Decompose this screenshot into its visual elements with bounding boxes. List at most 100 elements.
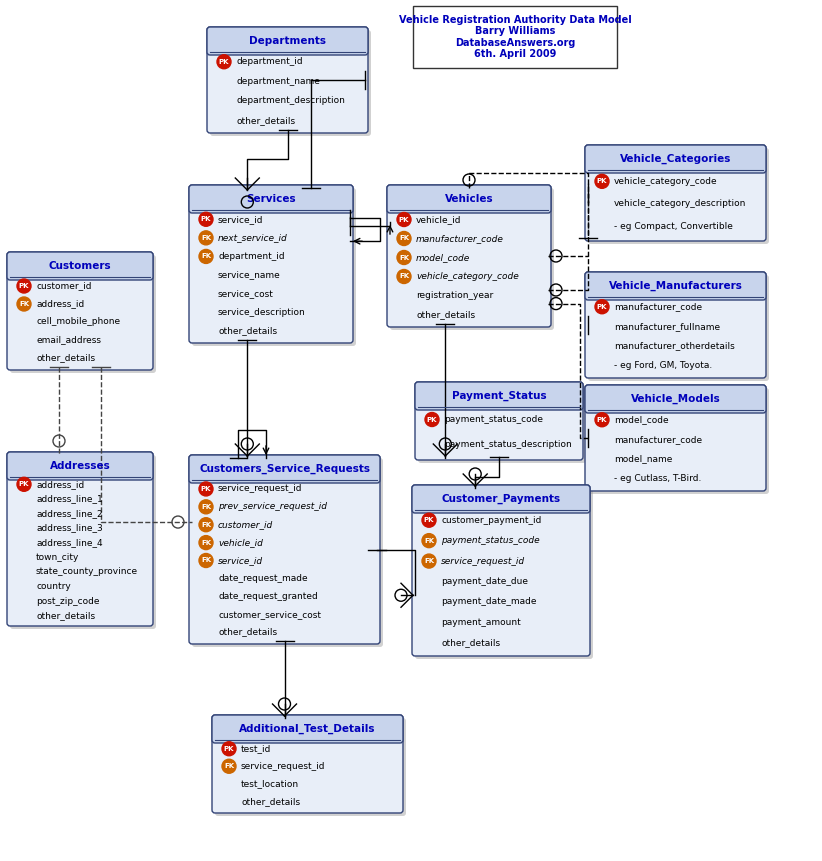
FancyBboxPatch shape: [10, 255, 156, 373]
FancyBboxPatch shape: [7, 452, 153, 626]
Text: PK: PK: [597, 304, 607, 310]
FancyBboxPatch shape: [585, 385, 766, 413]
Text: payment_status_code: payment_status_code: [441, 536, 539, 545]
Text: PK: PK: [399, 216, 409, 222]
Text: PK: PK: [597, 417, 607, 423]
Text: address_line_3: address_line_3: [36, 523, 103, 533]
Circle shape: [199, 213, 213, 226]
Text: payment_amount: payment_amount: [441, 618, 521, 627]
Text: department_name: department_name: [236, 77, 320, 86]
Circle shape: [422, 534, 436, 548]
Text: test_id: test_id: [241, 744, 271, 753]
FancyBboxPatch shape: [588, 275, 769, 381]
Text: PK: PK: [19, 481, 30, 487]
Text: PK: PK: [427, 417, 437, 423]
Text: FK: FK: [424, 537, 434, 543]
Text: email_address: email_address: [36, 336, 101, 344]
Text: FK: FK: [201, 235, 211, 241]
Text: Vehicles: Vehicles: [445, 194, 493, 204]
Text: post_zip_code: post_zip_code: [36, 597, 99, 605]
Text: address_line_1: address_line_1: [36, 494, 103, 504]
FancyBboxPatch shape: [412, 485, 590, 656]
FancyBboxPatch shape: [387, 185, 551, 213]
Text: address_id: address_id: [36, 300, 84, 308]
Text: FK: FK: [201, 253, 211, 259]
Text: address_id: address_id: [36, 480, 84, 489]
Text: FK: FK: [201, 504, 211, 510]
FancyBboxPatch shape: [189, 185, 353, 343]
Text: test_location: test_location: [241, 779, 299, 789]
Text: PK: PK: [219, 59, 229, 65]
Circle shape: [425, 412, 439, 426]
Text: Services: Services: [246, 194, 296, 204]
Text: customer_id: customer_id: [36, 282, 91, 290]
FancyBboxPatch shape: [415, 488, 593, 659]
Text: other_details: other_details: [36, 611, 95, 620]
Text: service_request_id: service_request_id: [441, 556, 525, 566]
Text: service_id: service_id: [218, 214, 264, 224]
Circle shape: [595, 412, 609, 427]
Text: department_id: department_id: [218, 252, 284, 261]
Text: PK: PK: [19, 283, 30, 289]
Text: payment_status_description: payment_status_description: [444, 440, 572, 449]
FancyBboxPatch shape: [189, 455, 380, 644]
Text: department_description: department_description: [236, 96, 345, 105]
Circle shape: [217, 55, 231, 69]
Text: Customers_Service_Requests: Customers_Service_Requests: [199, 464, 370, 474]
Text: other_details: other_details: [218, 628, 277, 636]
Text: vehicle_id: vehicle_id: [416, 215, 461, 224]
Text: model_code: model_code: [614, 415, 668, 424]
Text: PK: PK: [201, 486, 211, 492]
Text: customer_id: customer_id: [218, 520, 273, 530]
FancyBboxPatch shape: [207, 27, 368, 133]
Text: Vehicle_Categories: Vehicle_Categories: [620, 154, 732, 164]
Circle shape: [397, 232, 411, 245]
Circle shape: [222, 759, 236, 773]
Text: next_service_id: next_service_id: [218, 233, 288, 242]
Text: FK: FK: [19, 301, 29, 307]
FancyBboxPatch shape: [415, 382, 583, 460]
Circle shape: [199, 250, 213, 263]
Text: Vehicle_Manufacturers: Vehicle_Manufacturers: [608, 281, 742, 291]
Text: FK: FK: [399, 236, 409, 241]
FancyBboxPatch shape: [207, 27, 368, 55]
Text: town_city: town_city: [36, 553, 80, 561]
Circle shape: [397, 213, 411, 226]
Text: other_details: other_details: [218, 326, 277, 335]
FancyBboxPatch shape: [585, 145, 766, 173]
Text: FK: FK: [399, 255, 409, 261]
FancyBboxPatch shape: [415, 382, 583, 410]
Text: manufacturer_code: manufacturer_code: [614, 302, 702, 311]
Text: service_request_id: service_request_id: [241, 762, 326, 771]
Text: Vehicle Registration Authority Data Model
Barry Williams
DatabaseAnswers.org
6th: Vehicle Registration Authority Data Mode…: [399, 15, 631, 59]
FancyBboxPatch shape: [7, 252, 153, 280]
Text: manufacturer_fullname: manufacturer_fullname: [614, 322, 720, 331]
Text: payment_date_due: payment_date_due: [441, 577, 528, 586]
FancyBboxPatch shape: [390, 188, 554, 330]
FancyBboxPatch shape: [192, 188, 356, 346]
Text: FK: FK: [424, 558, 434, 564]
Circle shape: [199, 500, 213, 514]
Text: service_cost: service_cost: [218, 289, 274, 298]
Text: - eg Compact, Convertible: - eg Compact, Convertible: [614, 222, 733, 231]
Text: other_details: other_details: [36, 354, 95, 362]
Text: other_details: other_details: [236, 115, 295, 125]
Text: manufacturer_otherdetails: manufacturer_otherdetails: [614, 341, 735, 350]
Text: customer_payment_id: customer_payment_id: [441, 516, 542, 524]
FancyBboxPatch shape: [585, 272, 766, 300]
Text: Additional_Test_Details: Additional_Test_Details: [239, 724, 376, 734]
Text: - eg Ford, GM, Toyota.: - eg Ford, GM, Toyota.: [614, 361, 712, 369]
Circle shape: [422, 554, 436, 568]
FancyBboxPatch shape: [585, 385, 766, 491]
Text: Customer_Payments: Customer_Payments: [441, 494, 561, 505]
Text: payment_status_code: payment_status_code: [444, 415, 543, 424]
Text: model_code: model_code: [416, 253, 470, 262]
Text: FK: FK: [399, 274, 409, 280]
FancyBboxPatch shape: [215, 718, 406, 816]
Text: address_line_2: address_line_2: [36, 509, 103, 518]
Circle shape: [17, 477, 31, 492]
Circle shape: [397, 269, 411, 283]
Text: prev_service_request_id: prev_service_request_id: [218, 502, 327, 511]
Text: service_name: service_name: [218, 270, 281, 280]
FancyBboxPatch shape: [585, 272, 766, 378]
